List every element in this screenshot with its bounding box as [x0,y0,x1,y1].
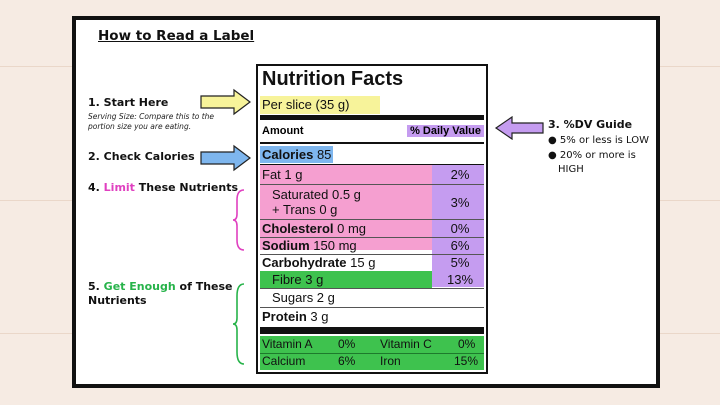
sugars-label: Sugars 2 g [272,290,335,305]
fat-label: Fat 1 g [262,167,303,182]
limit-block [260,165,432,250]
arrow-yellow-icon [200,88,251,116]
nutrition-facts-label: Nutrition Facts Per slice (35 g) Amount … [256,64,488,374]
protein-row: Protein 3 g [258,309,486,327]
arrow-blue-icon [200,144,251,172]
iron-pct: 15% [454,354,479,368]
cholesterol-label: Cholesterol [262,221,334,236]
step-get-enough: 5. Get Enough of These Nutrients [88,280,238,308]
fat-pct: 2% [450,167,470,182]
calcium-pct: 6% [338,354,356,368]
pink-brace-icon [232,189,245,251]
serving-row: Per slice (35 g) [260,96,380,114]
amount-label: Amount [262,125,304,137]
vitamin-rule [260,327,484,334]
trans-sep [260,219,484,220]
cholesterol-value: 0 mg [337,221,367,236]
sodium-value: 150 mg [313,238,357,253]
step-dv-guide: 3. %DV Guide [548,118,633,131]
serving-size: Per slice (35 g) [262,97,350,112]
calories-row: Calories 85 [258,146,486,164]
amount-header: Amount % Daily Value [258,123,486,141]
vitamin-row-1: Vitamin A 0% Vitamin C 0% [258,337,486,355]
carb-value: 15 g [350,255,376,270]
serving-size-note: Serving Size: Compare this to the portio… [88,112,215,131]
vitamin-c-label: Vitamin C [380,337,432,351]
cholesterol-row: Cholesterol 0 mg 0% [258,221,486,239]
sodium-sep [260,254,484,255]
fat-sep [260,184,484,185]
calories-value: 85 [316,147,332,162]
vitamin-a-label: Vitamin A [262,337,313,351]
vitamin-a-pct: 0% [338,337,356,351]
step-start-here: 1. Start Here [88,96,169,109]
vitamin-c-pct: 0% [458,337,476,351]
protein-label: Protein [262,309,307,324]
iron-label: Iron [380,354,401,368]
fibre-highlight [260,271,432,288]
carb-row: Carbohydrate 15 g 5% [258,255,486,273]
dv-column [432,165,484,287]
cholesterol-pct: 0% [450,221,470,236]
vitamin-row-2: Calcium 6% Iron 15% [258,354,486,372]
slide-title: How to Read a Label [98,28,255,44]
slide-frame: How to Read a Label 1. Start Here Servin… [72,16,660,388]
sodium-pct: 6% [450,238,470,253]
trans-row: + Trans 0 g [258,202,486,220]
protein-value: 3 g [310,309,329,324]
cholesterol-sep [260,237,484,238]
enough-prefix: 5. [88,280,104,293]
enough-suffix: of These Nutrients [88,280,233,307]
daily-value-label: % Daily Value [407,125,484,137]
trans-label: + Trans 0 g [272,202,338,217]
vitamin-sep [260,353,484,354]
fibre-label: Fibre 3 g [272,272,324,287]
carb-label: Carbohydrate [262,255,347,270]
dv-guide-high: ● 20% or more is [548,150,636,161]
thick-rule [260,115,484,120]
sodium-row: Sodium 150 mg 6% [258,238,486,256]
calories-label: Calories [262,147,314,162]
dv-guide-low: ● 5% or less is LOW [548,135,650,146]
calories-rule [260,164,484,165]
saturated-pct: 3% [450,195,470,210]
enough-highlight: Get Enough [103,280,176,293]
sugars-row: Sugars 2 g [258,290,486,308]
calories-cell: Calories 85 [260,146,334,163]
step-check-calories: 2. Check Calories [88,150,195,163]
green-brace-icon [232,283,245,365]
saturated-row: Saturated 0.5 g 3% [258,186,486,210]
saturated-label: Saturated 0.5 g [272,187,361,202]
fibre-sep [260,288,484,289]
arrow-purple-icon [494,116,544,140]
fibre-row: Fibre 3 g 13% [258,271,486,289]
sugars-sep [260,307,484,308]
step-limit-nutrients: 4. Limit These Nutrients [88,181,238,195]
dv-guide-high-word: HIGH [558,164,584,175]
sodium-label: Sodium [262,238,310,253]
nutrition-facts-heading: Nutrition Facts [262,68,404,90]
limit-highlight: Limit [103,181,135,194]
fibre-pct: 13% [446,272,474,287]
slide-content: How to Read a Label 1. Start Here Servin… [76,20,656,384]
fat-row: Fat 1 g 2% [258,166,486,184]
limit-prefix: 4. [88,181,104,194]
calcium-label: Calcium [262,354,306,368]
carb-pct: 5% [450,255,470,270]
limit-suffix: These Nutrients [134,181,239,194]
header-rule [260,142,484,144]
